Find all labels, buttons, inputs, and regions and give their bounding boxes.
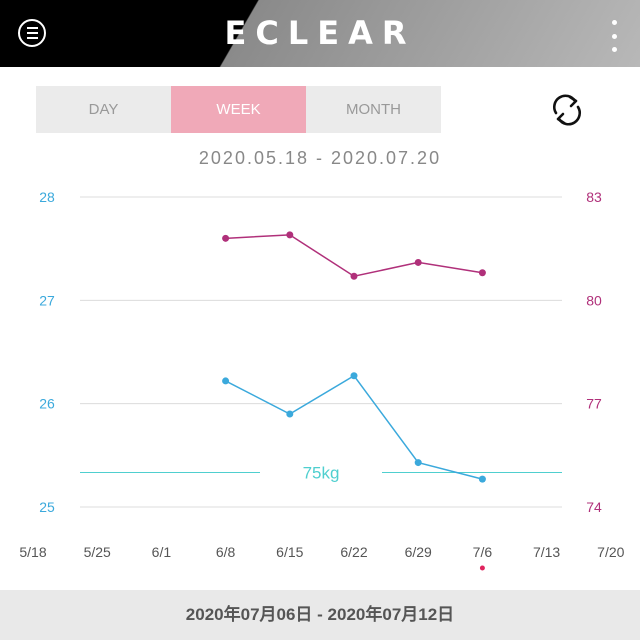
x-axis-tick: 6/1: [152, 544, 172, 560]
x-axis-tick: 6/15: [276, 544, 303, 560]
data-point: [286, 231, 294, 239]
x-axis-tick: 5/18: [19, 544, 46, 560]
x-axis-tick: 7/13: [533, 544, 560, 560]
app-header: ECLEAR: [0, 0, 640, 67]
period-tabs: DAY WEEK MONTH: [36, 86, 441, 133]
data-point: [350, 372, 358, 380]
data-point: [222, 234, 230, 242]
data-point: [222, 377, 230, 385]
data-point: [286, 410, 294, 418]
left-axis-tick: 27: [39, 292, 55, 308]
tab-month[interactable]: MONTH: [306, 86, 441, 133]
x-axis-tick: 7/6: [473, 544, 493, 560]
weight-chart: 25 74 26 77 27 80 28 83 75kg 5/18 5/25 6/1 6/8 6/15 6/…: [19, 189, 625, 571]
x-axis-tick: 6/29: [405, 544, 432, 560]
series-line: [225, 234, 483, 278]
data-point: [414, 258, 422, 266]
selected-week-bar[interactable]: 2020年07月06日 - 2020年07月12日: [0, 590, 640, 640]
left-axis-tick: 28: [39, 189, 55, 205]
right-axis-tick: 83: [586, 189, 602, 205]
selected-week-marker: [479, 565, 485, 571]
data-point: [478, 475, 486, 483]
menu-icon[interactable]: [18, 19, 46, 47]
more-vertical-icon[interactable]: [610, 20, 618, 52]
target-label: 75kg: [303, 464, 340, 483]
x-axis-tick: 6/8: [216, 544, 236, 560]
right-axis-tick: 80: [586, 292, 602, 308]
x-axis-tick: 5/25: [84, 544, 111, 560]
data-point: [414, 459, 422, 467]
right-axis-tick: 74: [586, 499, 602, 515]
app-logo: ECLEAR: [224, 14, 416, 52]
right-axis-tick: 77: [586, 396, 602, 412]
x-axis-tick: 6/22: [340, 544, 367, 560]
left-axis-tick: 25: [39, 499, 55, 515]
refresh-icon[interactable]: [548, 91, 586, 129]
tab-week[interactable]: WEEK: [171, 86, 306, 133]
left-axis-tick: 26: [39, 396, 55, 412]
x-axis-tick: 7/20: [597, 544, 624, 560]
series-line: [225, 374, 483, 480]
data-point: [350, 272, 358, 280]
data-point: [478, 269, 486, 277]
tab-day[interactable]: DAY: [36, 86, 171, 133]
date-range: 2020.05.18 - 2020.07.20: [198, 148, 442, 168]
